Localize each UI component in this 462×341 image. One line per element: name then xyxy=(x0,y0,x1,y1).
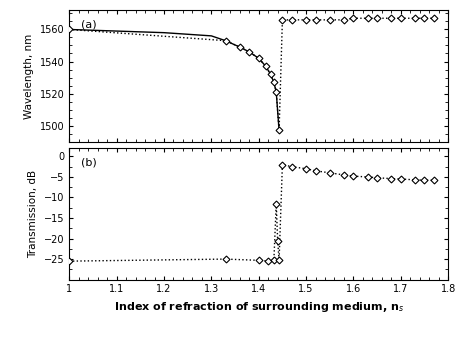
X-axis label: Index of refraction of surrounding medium, n$_s$: Index of refraction of surrounding mediu… xyxy=(114,300,404,314)
Y-axis label: Wavelength, nm: Wavelength, nm xyxy=(24,33,34,119)
Text: (b): (b) xyxy=(81,158,97,167)
Y-axis label: Transmission, dB: Transmission, dB xyxy=(28,170,38,258)
Text: (a): (a) xyxy=(81,19,96,29)
